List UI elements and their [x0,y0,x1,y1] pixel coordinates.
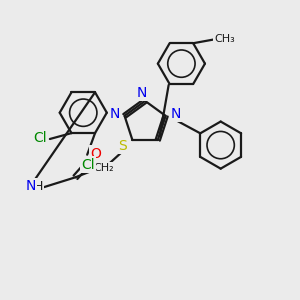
Text: N: N [110,107,120,121]
Text: Cl: Cl [33,131,47,145]
Text: S: S [118,139,127,153]
Text: N: N [170,107,181,121]
Text: O: O [91,147,101,161]
Text: N: N [137,86,147,100]
Text: CH₃: CH₃ [214,34,235,44]
Text: Cl: Cl [81,158,95,172]
Text: N: N [25,179,35,193]
Text: CH₂: CH₂ [94,163,114,173]
Text: H: H [34,180,43,193]
